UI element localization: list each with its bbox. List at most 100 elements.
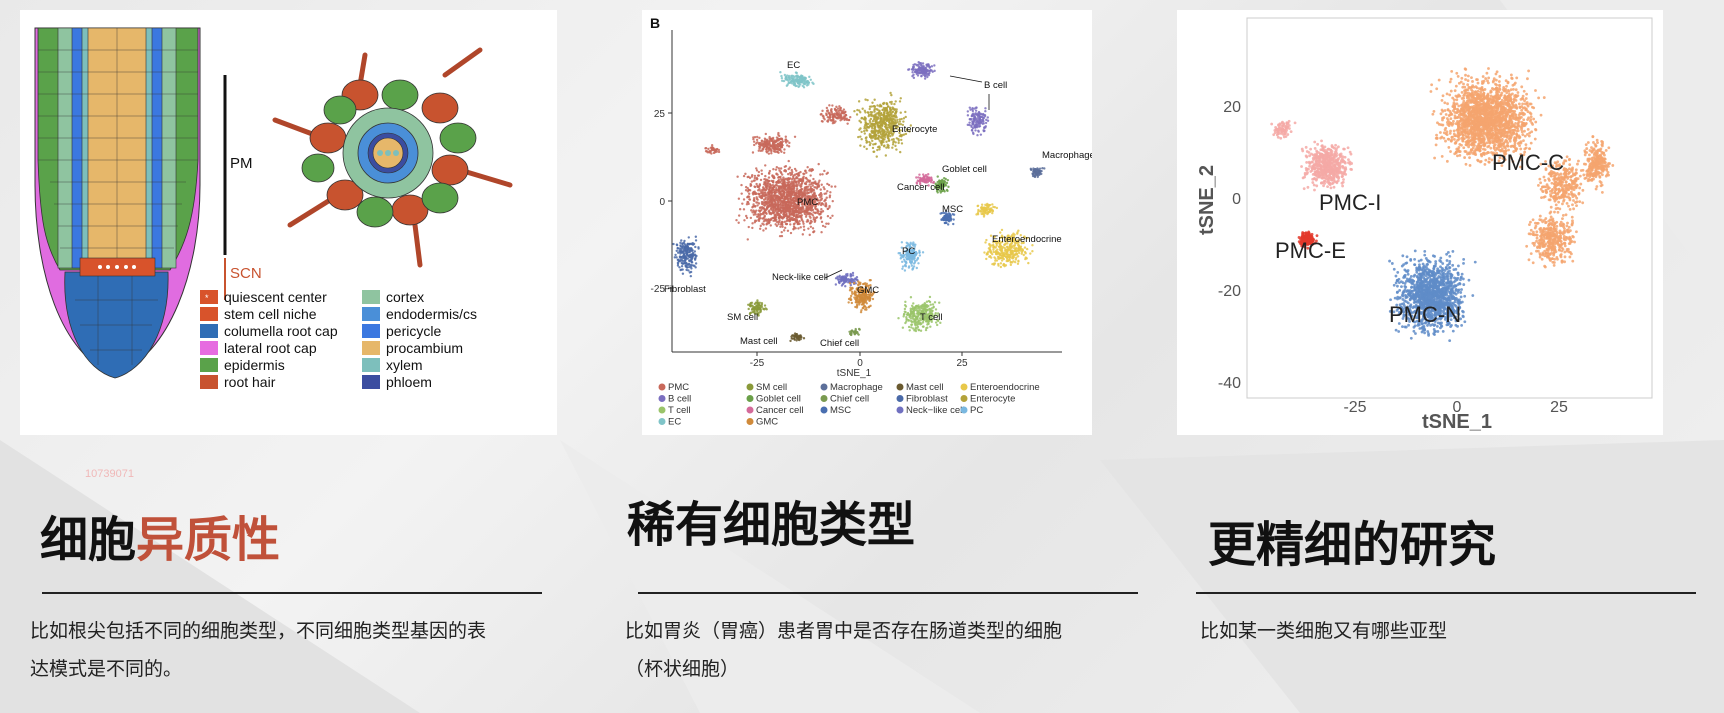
scatter-point — [760, 169, 763, 172]
scatter-point — [736, 175, 739, 178]
scatter-point — [761, 202, 764, 206]
scatter-point — [673, 256, 677, 259]
scatter-point — [860, 138, 863, 141]
scatter-point — [780, 74, 783, 78]
scatter-point — [1000, 254, 1004, 257]
legend-swatch — [200, 358, 218, 372]
scatter-point — [851, 292, 854, 295]
scatter-point — [751, 151, 755, 154]
scatter-point — [780, 79, 784, 83]
legend-label: Mast cell — [906, 382, 943, 393]
scatter-point — [828, 113, 832, 117]
scatter-point — [777, 221, 780, 224]
scatter-point — [772, 176, 776, 180]
scatter-point — [877, 117, 880, 120]
scatter-point — [901, 260, 904, 264]
scatter-point — [1017, 244, 1021, 247]
scatter-point — [780, 230, 783, 234]
scatter-point — [806, 200, 809, 204]
scatter-point — [933, 69, 936, 73]
scatter-point — [926, 323, 929, 326]
legend-dot — [746, 395, 754, 402]
scatter-point — [941, 187, 944, 191]
scatter-point — [752, 213, 756, 216]
x-tick-label: -25 — [750, 358, 765, 369]
scatter-point — [989, 234, 993, 237]
scatter-point — [816, 211, 819, 215]
scatter-point — [786, 83, 789, 86]
scatter-point — [1029, 167, 1033, 171]
scatter-point — [894, 144, 897, 148]
scatter-point — [1432, 109, 1436, 113]
legend-label: lateral root cap — [224, 340, 317, 356]
scatter-point — [790, 74, 793, 78]
scatter-point — [680, 268, 683, 271]
scatter-point — [1007, 253, 1011, 257]
scatter-point — [779, 170, 782, 174]
scatter-point — [751, 226, 754, 230]
scatter-point — [746, 238, 749, 241]
scatter-point — [767, 188, 771, 192]
scatter-point — [787, 190, 790, 194]
scatter-point — [904, 115, 907, 119]
scatter-point — [790, 202, 793, 206]
scatter-point — [796, 172, 799, 175]
scatter-point — [835, 116, 839, 119]
scatter-point — [1002, 262, 1006, 266]
scatter-point — [795, 169, 798, 172]
scatter-point — [1470, 76, 1473, 80]
scatter-point — [690, 261, 694, 264]
scatter-point — [830, 108, 833, 111]
scatter-point — [792, 218, 796, 222]
scatter-point — [758, 183, 762, 186]
scatter-point — [811, 184, 814, 187]
scatter-point — [756, 185, 760, 188]
scatter-point — [757, 213, 760, 216]
scatter-point — [891, 146, 894, 149]
scatter-point — [874, 142, 877, 145]
scatter-point — [918, 173, 921, 176]
scatter-point — [777, 216, 781, 220]
scatter-point — [855, 304, 859, 308]
scatter-point — [796, 81, 799, 84]
scatter-point — [812, 216, 816, 219]
scatter-point — [710, 152, 713, 155]
scatter-point — [784, 201, 788, 205]
scatter-point — [845, 274, 849, 277]
scatter-point — [882, 114, 886, 117]
scatter-point — [875, 115, 878, 118]
scatter-point — [1017, 251, 1021, 255]
legend-swatch — [362, 290, 380, 304]
scatter-point — [1016, 240, 1019, 244]
scn-label: SCN — [230, 265, 262, 282]
scatter-point — [878, 148, 881, 151]
x-tick-label: 0 — [857, 358, 863, 369]
scatter-point — [777, 205, 781, 209]
scatter-point — [988, 248, 992, 251]
scatter-point — [998, 252, 1001, 256]
scatter-point — [872, 117, 876, 121]
scatter-point — [798, 215, 801, 218]
scatter-point — [820, 183, 823, 186]
scatter-point — [849, 278, 852, 281]
cluster-label: T cell — [920, 312, 943, 323]
scatter-point — [900, 117, 903, 121]
scatter-point — [869, 135, 872, 139]
scatter-point — [772, 195, 776, 198]
scatter-point — [1019, 239, 1022, 242]
scatter-point — [876, 104, 879, 107]
scatter-point — [826, 120, 830, 123]
scatter-point — [694, 262, 698, 265]
scatter-point — [764, 200, 767, 203]
scatter-point — [898, 252, 902, 255]
scatter-point — [945, 181, 949, 185]
scatter-point — [918, 181, 922, 185]
scatter-point — [675, 249, 678, 252]
scatter-point — [879, 126, 882, 129]
scatter-point — [888, 132, 891, 135]
scatter-point — [759, 189, 762, 192]
scatter-point — [1485, 71, 1489, 75]
scatter-point — [820, 202, 824, 205]
scatter-point — [752, 307, 755, 311]
scatter-point — [999, 231, 1002, 234]
